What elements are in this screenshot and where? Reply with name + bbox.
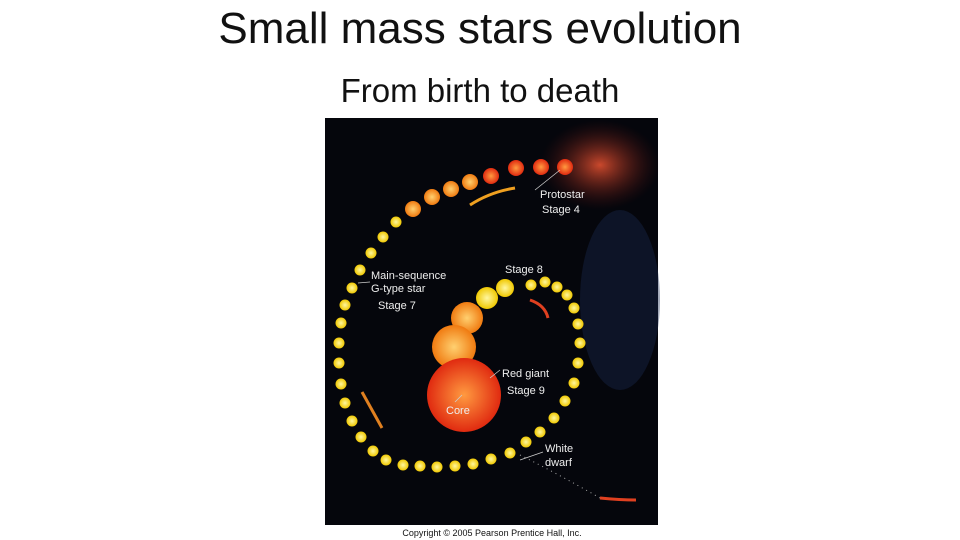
label: dwarf [545, 457, 573, 469]
star [483, 168, 499, 184]
label: Protostar [540, 189, 585, 201]
star [574, 337, 586, 349]
arrow [529, 298, 550, 319]
arrow [360, 391, 384, 429]
label: G-type star [371, 283, 426, 295]
star [568, 302, 580, 314]
star [335, 317, 347, 329]
dotted-path [519, 454, 601, 499]
star [424, 189, 440, 205]
star [508, 160, 524, 176]
slide-title: Small mass stars evolution [218, 4, 742, 53]
star [390, 216, 402, 228]
star [380, 454, 392, 466]
star [414, 460, 426, 472]
leader-lines [357, 169, 561, 461]
star [539, 276, 551, 288]
star [397, 459, 409, 471]
milky-way [580, 210, 660, 390]
star [333, 357, 345, 369]
star [346, 415, 358, 427]
star [365, 247, 377, 259]
star [485, 453, 497, 465]
star [432, 325, 476, 369]
star [427, 358, 501, 432]
copyright: Copyright © 2005 Pearson Prentice Hall, … [402, 528, 581, 538]
star [551, 281, 563, 293]
star [367, 445, 379, 457]
star [346, 282, 358, 294]
label: White [545, 443, 573, 455]
star [572, 318, 584, 330]
star [462, 174, 478, 190]
star [431, 461, 443, 473]
star [559, 395, 571, 407]
star [354, 264, 366, 276]
star [572, 357, 584, 369]
label: Stage 9 [507, 385, 545, 397]
star [443, 181, 459, 197]
star [335, 378, 347, 390]
star [548, 412, 560, 424]
star [405, 201, 421, 217]
star [504, 447, 516, 459]
label: Main-sequence [371, 270, 446, 282]
label: Stage 4 [542, 204, 580, 216]
label: Stage 8 [505, 264, 543, 276]
star [339, 299, 351, 311]
star [339, 397, 351, 409]
star [476, 287, 498, 309]
star-dots [333, 159, 586, 473]
star [534, 426, 546, 438]
star [467, 458, 479, 470]
star [520, 436, 532, 448]
star [533, 159, 549, 175]
label: Core [446, 405, 470, 417]
star [568, 377, 580, 389]
label: Red giant [502, 368, 549, 380]
star [525, 279, 537, 291]
star [449, 460, 461, 472]
star [561, 289, 573, 301]
nebula [540, 120, 660, 210]
arrow [599, 496, 637, 502]
star [496, 279, 514, 297]
star [557, 159, 573, 175]
star [377, 231, 389, 243]
arrow [469, 186, 516, 207]
star [355, 431, 367, 443]
star [333, 337, 345, 349]
label: Stage 7 [378, 300, 416, 312]
slide-subtitle: From birth to death [340, 72, 620, 109]
